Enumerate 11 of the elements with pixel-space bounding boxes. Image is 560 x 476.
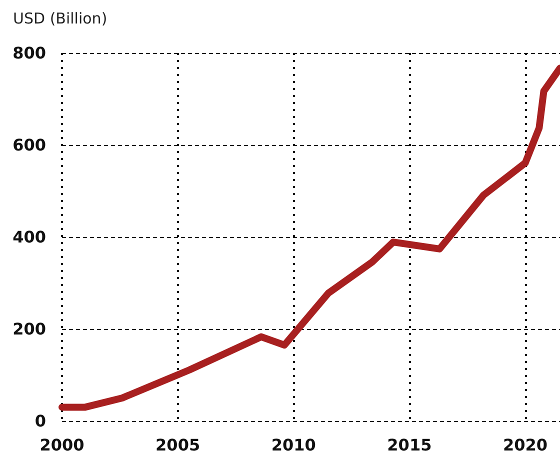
y-tick-label: 200: [12, 320, 46, 338]
x-tick-label: 2010: [271, 436, 316, 454]
y-axis-title: USD (Billion): [13, 10, 108, 28]
y-tick-label: 400: [12, 228, 46, 246]
x-tick-label: 2000: [40, 436, 84, 454]
x-tick-label: 2020: [502, 436, 548, 454]
x-tick-label: 2005: [156, 436, 200, 454]
y-tick-label: 0: [34, 412, 46, 430]
y-tick-label: 800: [12, 44, 46, 62]
y-tick-label: 600: [12, 136, 46, 154]
x-tick-label: 2015: [387, 436, 432, 454]
